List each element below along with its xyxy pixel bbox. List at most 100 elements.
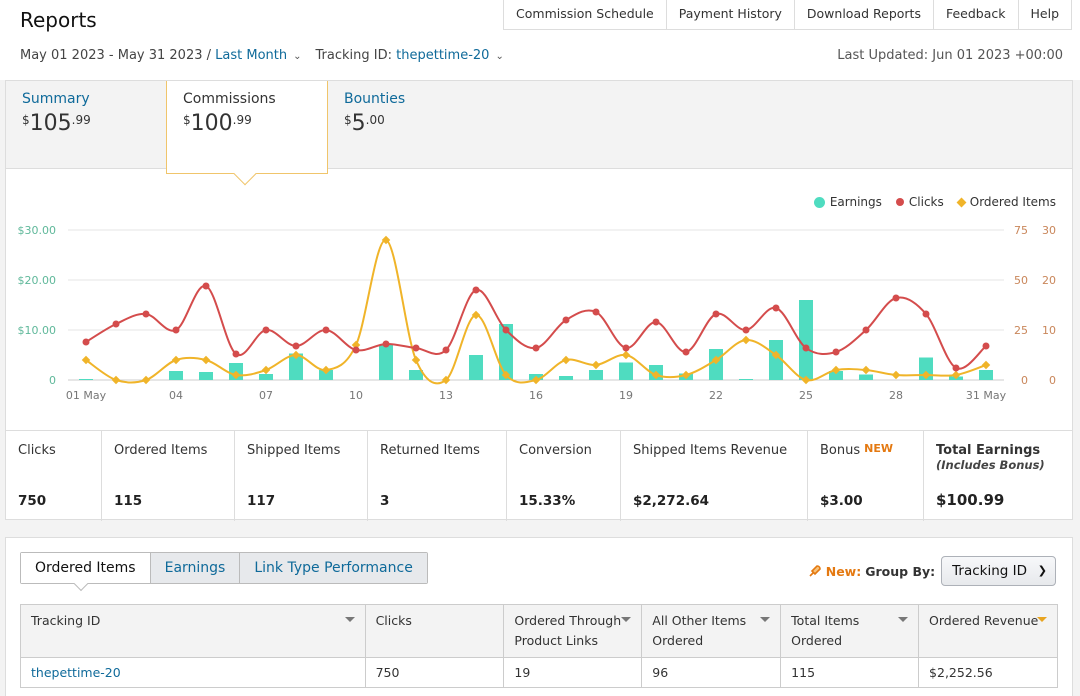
legend-earnings[interactable]: Earnings bbox=[813, 195, 882, 209]
col-ordered-revenue[interactable]: Ordered Revenue bbox=[918, 604, 1058, 658]
table-row: thepettime-20 750 19 96 115 $2,252.56 bbox=[20, 657, 1058, 688]
bar-earnings bbox=[739, 379, 753, 380]
point-clicks bbox=[412, 344, 420, 352]
tracking-id-dropdown[interactable]: thepettime-20 bbox=[396, 48, 490, 63]
point-clicks bbox=[862, 326, 870, 334]
x-tick-label: 19 bbox=[619, 389, 633, 402]
point-ordered-items bbox=[471, 310, 481, 320]
cell-clicks: 750 bbox=[364, 657, 505, 688]
point-ordered-items bbox=[681, 370, 691, 380]
x-tick-label: 13 bbox=[439, 389, 453, 402]
bar-earnings bbox=[199, 372, 213, 380]
point-ordered-items bbox=[891, 370, 901, 380]
point-ordered-items bbox=[111, 375, 121, 385]
tab-commissions[interactable]: Commissions $100. 99 bbox=[166, 81, 328, 186]
point-clicks bbox=[262, 326, 270, 334]
point-clicks bbox=[232, 350, 240, 358]
top-nav: Commission Schedule Payment History Down… bbox=[503, 0, 1072, 30]
sort-arrow-icon[interactable] bbox=[760, 617, 771, 622]
metric-bonus: Bonus NEW $3.00 bbox=[808, 431, 924, 521]
bar-earnings bbox=[979, 370, 993, 380]
col-total-items[interactable]: Total Items Ordered bbox=[780, 604, 920, 658]
point-clicks bbox=[592, 308, 600, 316]
col-ordered-through-links[interactable]: Ordered Through Product Links bbox=[503, 604, 643, 658]
sort-arrow-icon[interactable] bbox=[344, 617, 355, 622]
sort-arrow-icon[interactable] bbox=[898, 617, 909, 622]
bar-earnings bbox=[379, 345, 393, 380]
point-clicks bbox=[922, 310, 930, 318]
nav-payment-history[interactable]: Payment History bbox=[665, 0, 794, 29]
legend-clicks[interactable]: Clicks bbox=[895, 195, 944, 209]
point-ordered-items bbox=[651, 370, 661, 380]
y-right-items-tick-label: 0 bbox=[1049, 374, 1056, 387]
cell-all-other: 96 bbox=[641, 657, 782, 688]
chevron-down-icon[interactable]: ⌄ bbox=[495, 51, 504, 62]
nav-commission-schedule[interactable]: Commission Schedule bbox=[516, 6, 654, 21]
subtab-ordered-items[interactable]: Ordered Items bbox=[21, 553, 150, 592]
bar-earnings bbox=[859, 374, 873, 380]
chevron-down-icon: ❯ bbox=[1037, 564, 1047, 577]
nav-help[interactable]: Help bbox=[1017, 0, 1072, 29]
point-ordered-items bbox=[921, 370, 931, 380]
chart-legend: Earnings Clicks Ordered Items bbox=[813, 195, 1056, 209]
point-clicks bbox=[742, 326, 750, 334]
subtab-link-type[interactable]: Link Type Performance bbox=[239, 553, 427, 583]
legend-ordered-items[interactable]: Ordered Items bbox=[956, 195, 1056, 209]
point-clicks bbox=[682, 348, 690, 356]
point-ordered-items bbox=[741, 335, 751, 345]
y-right-clicks-tick-label: 75 bbox=[1014, 224, 1028, 237]
point-clicks bbox=[832, 348, 840, 356]
sort-arrow-icon[interactable] bbox=[1037, 617, 1047, 622]
rocket-icon bbox=[809, 565, 821, 577]
point-clicks bbox=[562, 316, 570, 324]
metric-clicks: Clicks 750 bbox=[6, 431, 102, 521]
y-right-clicks-tick-label: 50 bbox=[1014, 274, 1028, 287]
page-title: Reports bbox=[20, 8, 97, 32]
bar-earnings bbox=[709, 349, 723, 380]
x-tick-label: 10 bbox=[349, 389, 363, 402]
x-tick-label: 31 May bbox=[966, 389, 1007, 402]
period-dropdown[interactable]: Last Month bbox=[215, 48, 288, 63]
active-tab-notch bbox=[233, 162, 257, 186]
x-tick-label: 22 bbox=[709, 389, 723, 402]
y-left-tick-label: $20.00 bbox=[18, 274, 57, 287]
y-right-items-tick-label: 20 bbox=[1042, 274, 1056, 287]
point-clicks bbox=[172, 326, 180, 334]
col-all-other-items[interactable]: All Other Items Ordered bbox=[641, 604, 782, 658]
top-bar: Reports Commission Schedule Payment Hist… bbox=[0, 0, 1080, 80]
chevron-down-icon[interactable]: ⌄ bbox=[293, 51, 302, 62]
point-ordered-items bbox=[261, 365, 271, 375]
summary-tabs: Summary $105. 99 Commissions $100. 99 Boun… bbox=[6, 81, 1072, 186]
point-ordered-items bbox=[621, 350, 631, 360]
col-tracking-id[interactable]: Tracking ID bbox=[20, 604, 366, 658]
cell-tracking-id[interactable]: thepettime-20 bbox=[20, 657, 366, 688]
point-ordered-items bbox=[501, 370, 511, 380]
bar-earnings bbox=[409, 370, 423, 380]
point-clicks bbox=[502, 326, 510, 334]
group-by-select[interactable]: Tracking ID ❯ bbox=[941, 556, 1056, 586]
point-clicks bbox=[982, 342, 990, 350]
tab-summary[interactable]: Summary $105. 99 bbox=[6, 81, 166, 169]
group-by-label: Group By: bbox=[865, 563, 936, 579]
tab-bounties-value: $5. 00 bbox=[344, 111, 385, 136]
metric-conversion: Conversion 15.33% bbox=[507, 431, 621, 521]
summary-panel: Summary $105. 99 Commissions $100. 99 Boun… bbox=[5, 80, 1073, 521]
bar-earnings bbox=[289, 353, 303, 380]
point-clicks bbox=[292, 342, 300, 350]
nav-download-reports[interactable]: Download Reports bbox=[793, 0, 933, 29]
bar-earnings bbox=[799, 300, 813, 380]
point-ordered-items bbox=[411, 355, 421, 365]
tab-bounties[interactable]: Bounties $5. 00 bbox=[328, 81, 488, 169]
sort-arrow-icon[interactable] bbox=[621, 617, 632, 622]
col-clicks[interactable]: Clicks bbox=[364, 604, 505, 658]
metrics-row: Clicks 750 Ordered Items 115 Shipped Items… bbox=[6, 430, 1072, 521]
point-clicks bbox=[202, 282, 210, 290]
point-clicks bbox=[472, 286, 480, 294]
active-tab-notch bbox=[73, 576, 89, 592]
bar-earnings bbox=[319, 370, 333, 380]
subtab-earnings[interactable]: Earnings bbox=[149, 553, 240, 583]
y-right-clicks-tick-label: 0 bbox=[1021, 374, 1028, 387]
nav-feedback[interactable]: Feedback bbox=[932, 0, 1018, 29]
tab-summary-value: $105. 99 bbox=[22, 111, 91, 136]
cell-ordered-through: 19 bbox=[503, 657, 643, 688]
